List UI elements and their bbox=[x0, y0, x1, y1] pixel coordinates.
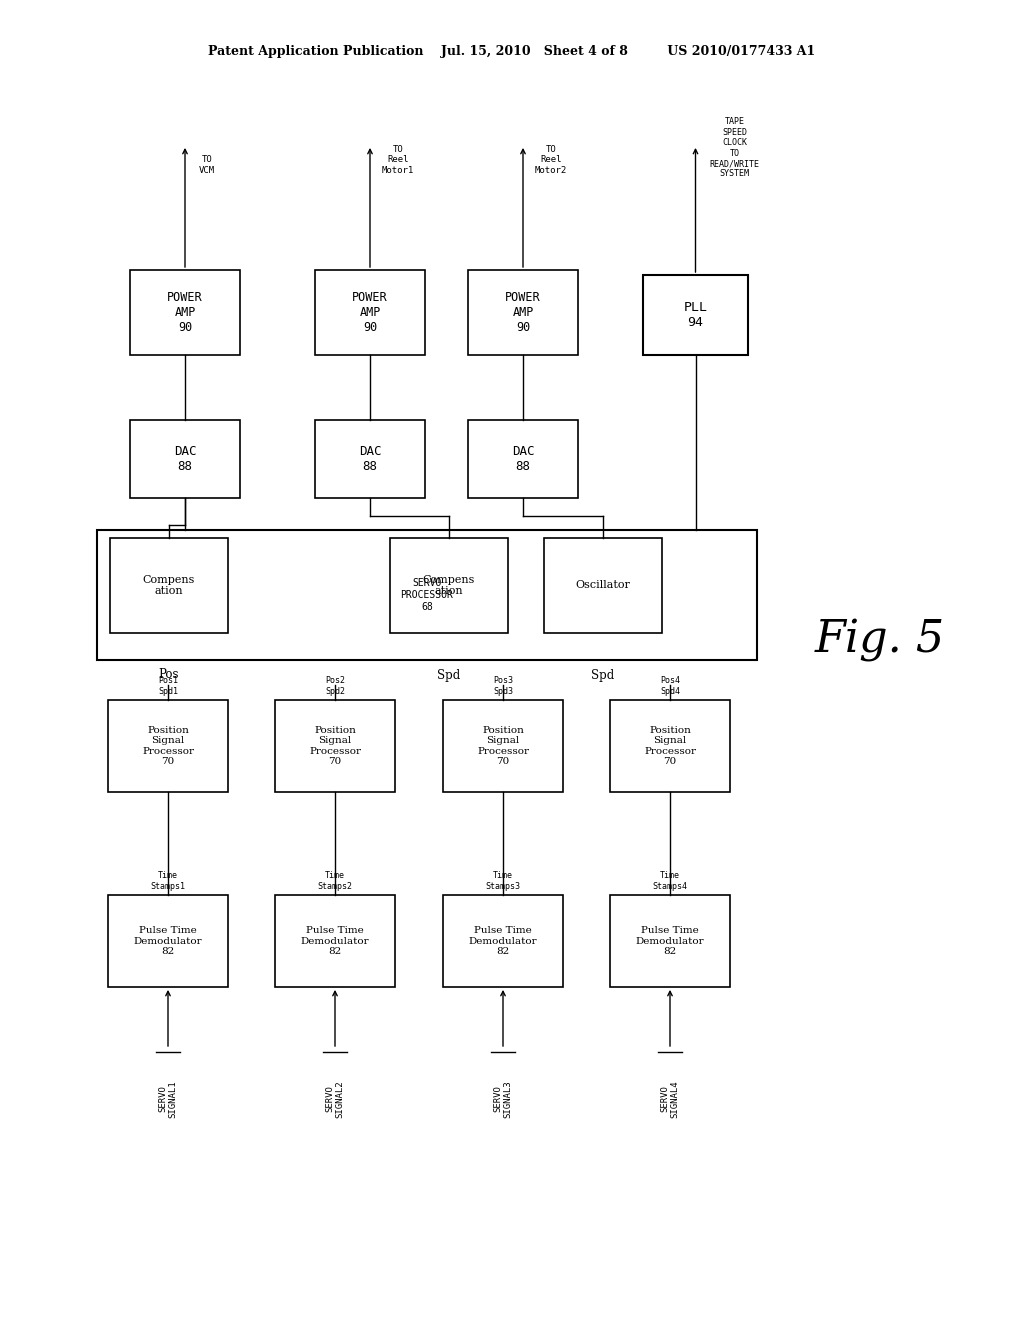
Bar bbox=[315, 420, 425, 498]
Text: Position
Signal
Processor
70: Position Signal Processor 70 bbox=[477, 726, 529, 766]
Text: Compens
ation: Compens ation bbox=[423, 574, 475, 597]
Text: Pos2
Spd2: Pos2 Spd2 bbox=[325, 676, 345, 696]
Text: TAPE
SPEED
CLOCK
TO
READ/WRITE
SYSTEM: TAPE SPEED CLOCK TO READ/WRITE SYSTEM bbox=[710, 117, 760, 178]
Bar bbox=[275, 700, 395, 792]
Bar bbox=[643, 275, 748, 355]
Text: Time
Stamps1: Time Stamps1 bbox=[151, 871, 185, 891]
Bar bbox=[275, 895, 395, 987]
Bar bbox=[390, 539, 508, 634]
Bar bbox=[544, 539, 662, 634]
Text: Pulse Time
Demodulator
82: Pulse Time Demodulator 82 bbox=[469, 927, 538, 956]
Text: POWER
AMP
90: POWER AMP 90 bbox=[352, 290, 388, 334]
Text: Pos3
Spd3: Pos3 Spd3 bbox=[493, 676, 513, 696]
Bar bbox=[108, 700, 228, 792]
Text: SERVO
SIGNAL4: SERVO SIGNAL4 bbox=[660, 1080, 680, 1118]
Text: Pos: Pos bbox=[159, 668, 179, 681]
Bar bbox=[110, 539, 228, 634]
Bar bbox=[443, 700, 563, 792]
Bar bbox=[610, 895, 730, 987]
Text: DAC
88: DAC 88 bbox=[358, 445, 381, 473]
Text: POWER
AMP
90: POWER AMP 90 bbox=[167, 290, 203, 334]
Bar bbox=[97, 531, 757, 660]
Text: TO
Reel
Motor2: TO Reel Motor2 bbox=[535, 145, 567, 176]
Text: Patent Application Publication    Jul. 15, 2010   Sheet 4 of 8         US 2010/0: Patent Application Publication Jul. 15, … bbox=[208, 45, 816, 58]
Text: PLL
94: PLL 94 bbox=[683, 301, 708, 329]
Text: SERVO
SIGNAL3: SERVO SIGNAL3 bbox=[494, 1080, 513, 1118]
Text: Pulse Time
Demodulator
82: Pulse Time Demodulator 82 bbox=[636, 927, 705, 956]
Text: Fig. 5: Fig. 5 bbox=[815, 618, 945, 661]
Text: Position
Signal
Processor
70: Position Signal Processor 70 bbox=[309, 726, 361, 766]
Text: Time
Stamps3: Time Stamps3 bbox=[485, 871, 520, 891]
Text: DAC
88: DAC 88 bbox=[174, 445, 197, 473]
Bar bbox=[315, 271, 425, 355]
Text: Pulse Time
Demodulator
82: Pulse Time Demodulator 82 bbox=[301, 927, 370, 956]
Bar bbox=[130, 271, 240, 355]
Text: SERVO
SIGNAL1: SERVO SIGNAL1 bbox=[159, 1080, 178, 1118]
Text: Time
Stamps2: Time Stamps2 bbox=[317, 871, 352, 891]
Text: Time
Stamps4: Time Stamps4 bbox=[652, 871, 687, 891]
Text: TO
Reel
Motor1: TO Reel Motor1 bbox=[382, 145, 415, 176]
Bar bbox=[610, 700, 730, 792]
Text: Pos1
Spd1: Pos1 Spd1 bbox=[158, 676, 178, 696]
Text: Position
Signal
Processor
70: Position Signal Processor 70 bbox=[142, 726, 194, 766]
Bar bbox=[108, 895, 228, 987]
Text: Spd: Spd bbox=[437, 668, 461, 681]
Text: DAC
88: DAC 88 bbox=[512, 445, 535, 473]
Bar bbox=[468, 420, 578, 498]
Text: POWER
AMP
90: POWER AMP 90 bbox=[505, 290, 541, 334]
Text: TO
VCM: TO VCM bbox=[199, 156, 215, 174]
Bar bbox=[443, 895, 563, 987]
Text: Pulse Time
Demodulator
82: Pulse Time Demodulator 82 bbox=[134, 927, 203, 956]
Bar bbox=[130, 420, 240, 498]
Text: Oscillator: Oscillator bbox=[575, 581, 631, 590]
Text: Pos4
Spd4: Pos4 Spd4 bbox=[660, 676, 680, 696]
Text: Spd: Spd bbox=[592, 668, 614, 681]
Bar bbox=[468, 271, 578, 355]
Text: Compens
ation: Compens ation bbox=[142, 574, 196, 597]
Text: Position
Signal
Processor
70: Position Signal Processor 70 bbox=[644, 726, 696, 766]
Text: SERVO
PROCESSOR
68: SERVO PROCESSOR 68 bbox=[400, 578, 454, 611]
Text: SERVO
SIGNAL2: SERVO SIGNAL2 bbox=[326, 1080, 345, 1118]
